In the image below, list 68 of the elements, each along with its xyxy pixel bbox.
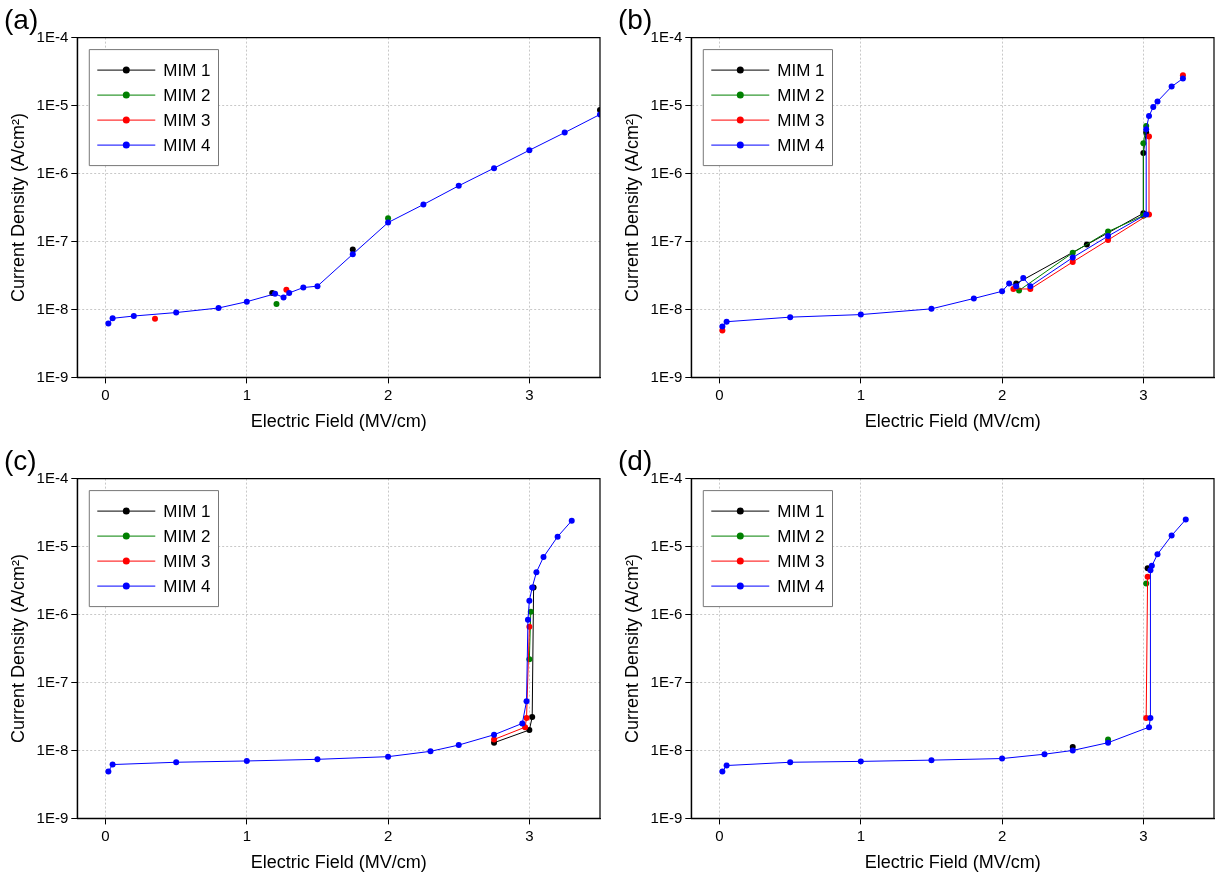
y-tick-label: 1E-5 bbox=[650, 536, 683, 554]
y-axis-title: Current Density (A/cm²) bbox=[7, 553, 28, 744]
x-tick-label: 3 bbox=[1139, 826, 1148, 844]
legend-label: MIM 3 bbox=[777, 551, 825, 571]
legend-label: MIM 3 bbox=[163, 110, 211, 130]
y-tick-label: 1E-6 bbox=[650, 604, 683, 622]
legend-label: MIM 1 bbox=[777, 501, 825, 521]
y-tick-label: 1E-8 bbox=[650, 740, 683, 758]
chart-title: (a) bbox=[4, 3, 39, 35]
y-tick-label: 1E-6 bbox=[36, 163, 69, 181]
x-tick-label: 2 bbox=[383, 826, 393, 844]
legend-label: MIM 3 bbox=[777, 110, 825, 130]
y-tick-label: 1E-6 bbox=[650, 163, 683, 181]
x-tick-label: 1 bbox=[856, 385, 865, 403]
y-tick-label: 1E-8 bbox=[36, 299, 69, 317]
x-axis-title: Electric Field (MV/cm) bbox=[250, 852, 427, 873]
x-tick-label: 0 bbox=[715, 385, 724, 403]
x-tick-label: 2 bbox=[997, 385, 1007, 403]
x-tick-label: 3 bbox=[525, 385, 534, 403]
chart-title: (d) bbox=[618, 444, 653, 476]
x-tick-label: 0 bbox=[101, 826, 110, 844]
chart-title: (c) bbox=[4, 444, 37, 476]
y-tick-label: 1E-8 bbox=[36, 740, 69, 758]
y-tick-label: 1E-4 bbox=[650, 468, 683, 486]
y-tick-label: 1E-5 bbox=[650, 95, 683, 113]
y-tick-label: 1E-5 bbox=[36, 95, 69, 113]
legend-label: MIM 1 bbox=[163, 501, 211, 521]
y-tick-label: 1E-7 bbox=[650, 231, 683, 249]
y-tick-label: 1E-9 bbox=[36, 808, 69, 826]
x-axis-title: Electric Field (MV/cm) bbox=[864, 411, 1041, 432]
legend-label: MIM 2 bbox=[777, 526, 825, 546]
x-axis-title: Electric Field (MV/cm) bbox=[250, 411, 427, 432]
legend-label: MIM 4 bbox=[163, 135, 211, 155]
y-tick-label: 1E-7 bbox=[36, 672, 69, 690]
y-tick-label: 1E-9 bbox=[36, 367, 69, 385]
x-axis-title: Electric Field (MV/cm) bbox=[864, 852, 1041, 873]
y-tick-label: 1E-4 bbox=[36, 27, 69, 45]
x-tick-label: 1 bbox=[856, 826, 865, 844]
x-tick-label: 0 bbox=[715, 826, 724, 844]
x-tick-label: 1 bbox=[242, 385, 251, 403]
y-tick-label: 1E-4 bbox=[36, 468, 69, 486]
x-tick-label: 2 bbox=[383, 385, 393, 403]
y-tick-label: 1E-4 bbox=[650, 27, 683, 45]
x-tick-label: 3 bbox=[525, 826, 534, 844]
legend-label: MIM 4 bbox=[777, 576, 825, 596]
legend-label: MIM 1 bbox=[777, 60, 825, 80]
y-tick-label: 1E-7 bbox=[650, 672, 683, 690]
y-tick-label: 1E-7 bbox=[36, 231, 69, 249]
y-tick-label: 1E-9 bbox=[650, 808, 683, 826]
x-tick-label: 0 bbox=[101, 385, 110, 403]
x-tick-label: 2 bbox=[997, 826, 1007, 844]
chart-title: (b) bbox=[618, 3, 653, 35]
y-axis-title: Current Density (A/cm²) bbox=[621, 553, 642, 744]
legend-label: MIM 2 bbox=[163, 526, 211, 546]
y-axis-title: Current Density (A/cm²) bbox=[7, 112, 28, 303]
y-tick-label: 1E-6 bbox=[36, 604, 69, 622]
legend-label: MIM 4 bbox=[163, 576, 211, 596]
y-tick-label: 1E-9 bbox=[650, 367, 683, 385]
legend-label: MIM 2 bbox=[163, 85, 211, 105]
y-axis-title: Current Density (A/cm²) bbox=[621, 112, 642, 303]
y-tick-label: 1E-5 bbox=[36, 536, 69, 554]
legend-label: MIM 4 bbox=[777, 135, 825, 155]
legend-label: MIM 1 bbox=[163, 60, 211, 80]
x-tick-label: 3 bbox=[1139, 385, 1148, 403]
legend-label: MIM 2 bbox=[777, 85, 825, 105]
legend-label: MIM 3 bbox=[163, 551, 211, 571]
x-tick-label: 1 bbox=[242, 826, 251, 844]
y-tick-label: 1E-8 bbox=[650, 299, 683, 317]
